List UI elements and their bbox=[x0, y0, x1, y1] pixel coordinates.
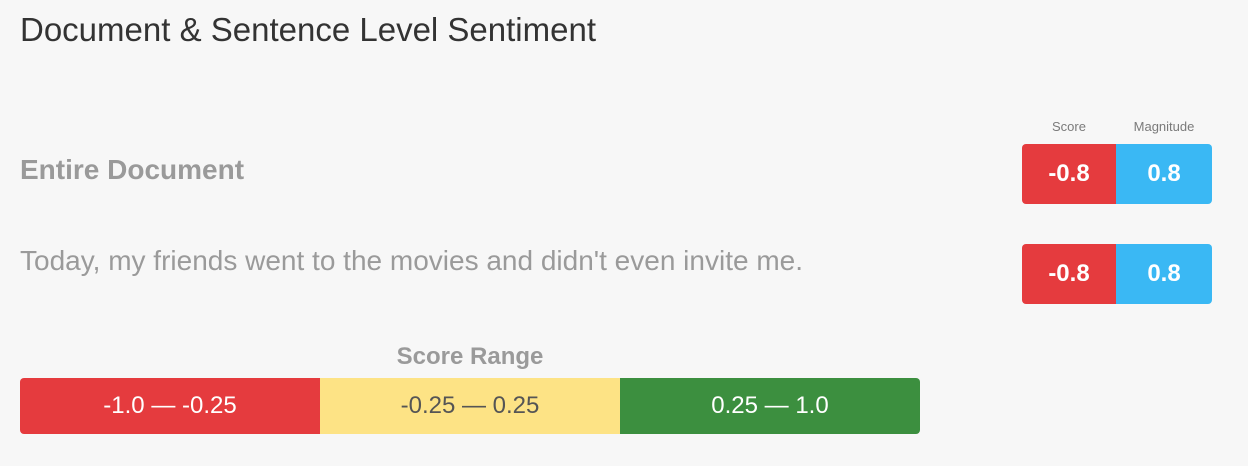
sentence-label: Today, my friends went to the movies and… bbox=[20, 245, 804, 276]
page-title: Document & Sentence Level Sentiment bbox=[20, 11, 597, 48]
score-range-title: Score Range bbox=[396, 343, 544, 370]
score-column-header: Score bbox=[1052, 119, 1086, 134]
sentence-score: -0.8 bbox=[1022, 244, 1116, 304]
entire-document-magnitude: 0.8 bbox=[1116, 144, 1212, 204]
sentence-magnitude: 0.8 bbox=[1116, 244, 1212, 304]
entire-document-score: -0.8 bbox=[1022, 144, 1116, 204]
entire-document-sentiment: -0.8 0.8 bbox=[1022, 144, 1212, 204]
score-range-positive: 0.25 — 1.0 bbox=[620, 378, 920, 434]
entire-document-label: Entire Document bbox=[20, 154, 245, 185]
score-range-negative: -1.0 — -0.25 bbox=[20, 378, 320, 434]
score-range-neutral: -0.25 — 0.25 bbox=[320, 378, 620, 434]
sentence-sentiment: -0.8 0.8 bbox=[1022, 244, 1212, 304]
magnitude-column-header: Magnitude bbox=[1133, 119, 1195, 134]
score-range-bar: -1.0 — -0.25 -0.25 — 0.25 0.25 — 1.0 bbox=[20, 378, 920, 434]
